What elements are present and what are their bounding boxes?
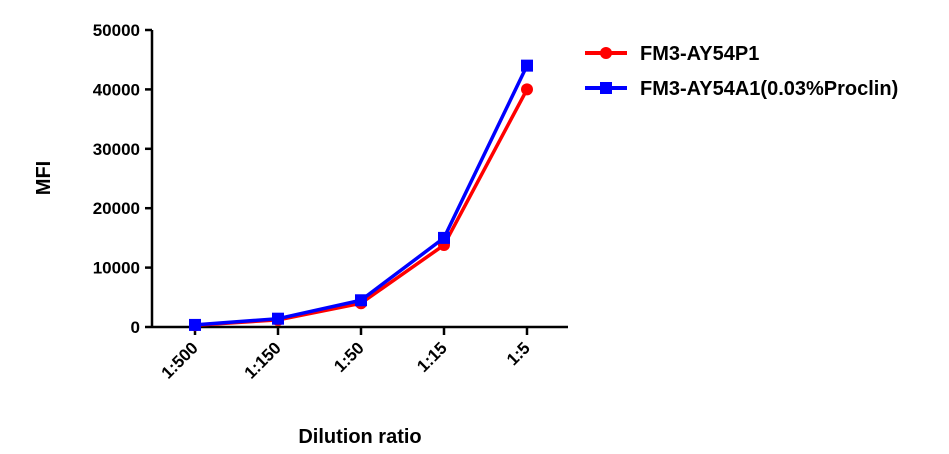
- data-point: [355, 294, 367, 307]
- x-tick-label: 1:150: [241, 338, 285, 382]
- x-tick-label: 1:500: [158, 338, 202, 382]
- legend-label: FM3-AY54P1: [640, 43, 759, 65]
- legend-marker: [600, 47, 612, 59]
- x-tick-label: 1:15: [413, 338, 450, 375]
- series-2: [189, 59, 533, 331]
- y-tick-label: 30000: [93, 140, 140, 159]
- data-point: [521, 59, 533, 72]
- x-tick-label: 1:50: [330, 338, 367, 375]
- series-group: [189, 59, 533, 332]
- data-point: [521, 83, 533, 96]
- y-axis-title: MFI: [33, 161, 55, 195]
- x-axis-title: Dilution ratio: [298, 426, 421, 448]
- y-tick-label: 10000: [93, 259, 140, 278]
- legend-label: FM3-AY54A1(0.03%Proclin): [640, 78, 898, 100]
- legend: FM3-AY54P1 FM3-AY54A1(0.03%Proclin): [585, 43, 898, 100]
- data-point: [438, 231, 450, 244]
- y-tick-label: 40000: [93, 80, 140, 99]
- y-tick-label: 50000: [93, 21, 140, 40]
- series-line: [194, 88, 529, 327]
- legend-marker: [600, 82, 612, 94]
- axes: [150, 30, 568, 329]
- data-point: [272, 312, 284, 325]
- x-axis-ticks: 1:500 1:150 1:50 1:15 1:5: [158, 327, 534, 383]
- series-line: [194, 64, 529, 327]
- legend-item: FM3-AY54P1: [585, 43, 759, 65]
- y-axis-ticks: 0 10000 20000 30000 40000 50000: [93, 21, 152, 337]
- data-point: [189, 318, 201, 331]
- x-tick-label: 1:5: [503, 338, 534, 369]
- y-tick-label: 0: [131, 318, 140, 337]
- legend-item: FM3-AY54A1(0.03%Proclin): [585, 78, 898, 100]
- y-tick-label: 20000: [93, 199, 140, 218]
- series-1: [189, 83, 533, 332]
